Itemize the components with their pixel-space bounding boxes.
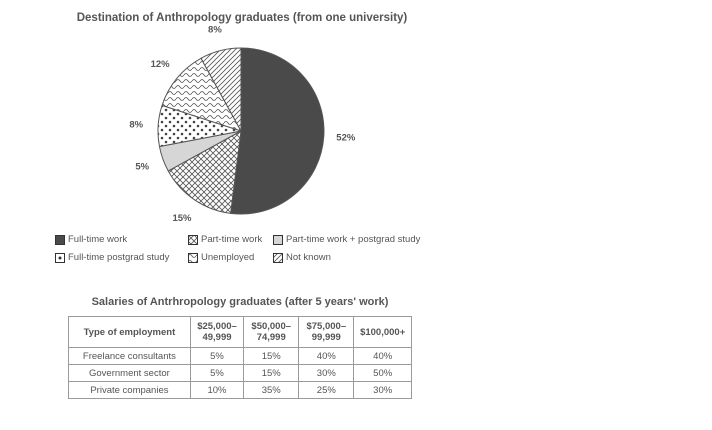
pie-chart-title: Destination of Anthropology graduates (f… [76, 12, 408, 24]
table-header-col: $100,000+ [353, 316, 412, 348]
table-cell: 40% [298, 347, 355, 365]
legend-item-full-time-work: Full-time work [55, 234, 127, 245]
table-row: Private companies 10% 35% 25% 30% [68, 381, 412, 399]
legend-item-part-time-work: Part-time work [188, 234, 262, 245]
table-cell: 5% [189, 347, 245, 365]
legend-item-not-known: Not known [273, 252, 331, 263]
legend-item-unemployed: Unemployed [188, 252, 254, 263]
table-cell: 30% [298, 364, 355, 382]
legend-label: Part-time work + postgrad study [286, 234, 421, 245]
legend-label: Full-time postgrad study [68, 252, 170, 263]
table-row: Government sector 5% 15% 30% 50% [68, 364, 412, 382]
table-row-label: Freelance consultants [68, 347, 191, 365]
pie-slice-label: 15% [172, 213, 192, 224]
table-cell: 35% [243, 381, 300, 399]
table-header-col: $75,000– 99,999 [298, 316, 355, 348]
pie-slice-label: 8% [129, 119, 143, 130]
legend-swatch-light-grey [273, 234, 283, 245]
pie-slice-label: 52% [336, 133, 356, 144]
legend-item-full-time-postgrad: Full-time postgrad study [55, 252, 169, 263]
table-header-row: Type of employment $25,000– 49,999 $50,00… [68, 316, 412, 348]
pie-slice-full-time-work [230, 47, 325, 215]
pie-chart: 52% 15% 5% 8% 12% 8% [129, 24, 356, 224]
table-cell: 10% [189, 381, 245, 399]
table-header-type: Type of employment [68, 316, 191, 348]
table-title: Salaries of Antrhropology graduates (aft… [91, 296, 389, 308]
pie-slice-label: 5% [135, 162, 149, 173]
table-cell: 30% [353, 381, 412, 399]
table-row-label: Government sector [68, 364, 191, 382]
legend-swatch-diagonal [273, 252, 283, 263]
legend-label: Part-time work [201, 234, 263, 245]
pie-slice-unemployed [161, 57, 243, 132]
legend-label: Not known [286, 252, 331, 263]
legend-label: Unemployed [201, 252, 255, 263]
table-row: Freelance consultants 5% 15% 40% 40% [68, 347, 412, 365]
table-header-col: $50,000– 74,999 [243, 316, 300, 348]
table-cell: 5% [189, 364, 245, 382]
pie-slice-not-known [200, 47, 242, 132]
table-cell: 15% [243, 347, 300, 365]
legend-item-part-time-postgrad: Part-time work + postgrad study [273, 234, 420, 245]
legend-swatch-dots [55, 252, 65, 263]
pie-slice-label: 8% [208, 24, 222, 35]
legend-label: Full-time work [68, 234, 128, 245]
table-cell: 25% [298, 381, 355, 399]
legend-swatch-crosshatch [188, 234, 198, 245]
legend-swatch-wavy [188, 252, 198, 263]
pie-slice-part-time-work [167, 130, 242, 214]
table-row-label: Private companies [68, 381, 191, 399]
table-cell: 15% [243, 364, 300, 382]
legend-swatch-solid-dark [55, 234, 65, 245]
salary-table: Type of employment $25,000– 49,999 $50,00… [68, 316, 412, 399]
table-cell: 40% [353, 347, 412, 365]
table-cell: 50% [353, 364, 412, 382]
pie-slice-label: 12% [151, 59, 171, 70]
table-header-col: $25,000– 49,999 [189, 316, 245, 348]
